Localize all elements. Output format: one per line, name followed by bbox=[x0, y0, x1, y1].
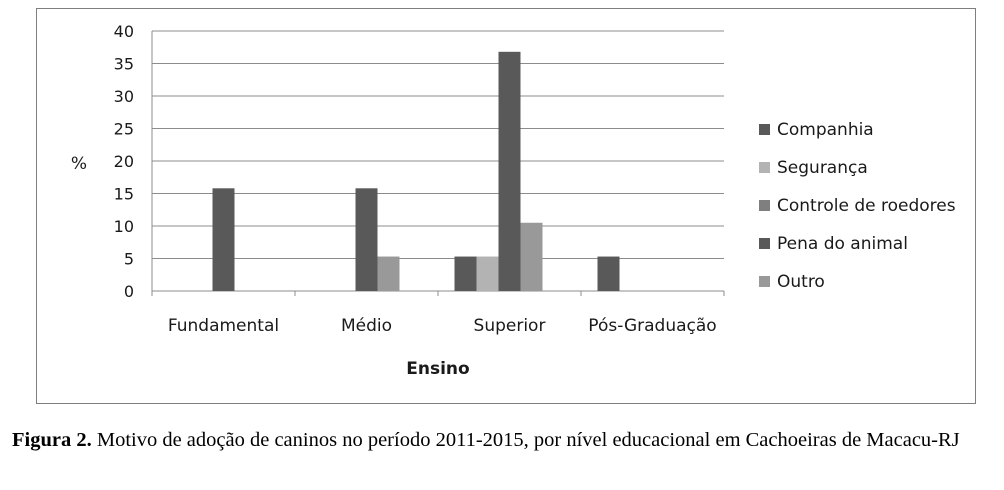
chart-frame: 0 5 10 15 20 25 30 35 40 Fundamental Médio Superio… bbox=[36, 8, 976, 404]
bars bbox=[212, 51, 620, 291]
legend-label: Companhia bbox=[777, 120, 874, 140]
x-axis-label: Ensino bbox=[406, 359, 469, 379]
legend-label: Outro bbox=[777, 272, 825, 292]
y-tick-label: 20 bbox=[114, 152, 134, 171]
bar-companhia-1 bbox=[355, 188, 378, 291]
gridlines bbox=[151, 30, 725, 296]
y-tick-label: 35 bbox=[114, 55, 134, 74]
y-tick-label: 40 bbox=[114, 22, 134, 41]
bar-chart: 0 5 10 15 20 25 30 35 40 Fundamental Médio Superio… bbox=[71, 22, 956, 379]
caption-label: Figura 2. bbox=[12, 429, 92, 451]
x-tick-label: Fundamental bbox=[168, 316, 279, 336]
legend-swatch bbox=[759, 162, 770, 173]
legend-label: Pena do animal bbox=[777, 234, 908, 254]
y-tick-label: 25 bbox=[114, 120, 134, 139]
legend-swatch bbox=[759, 276, 770, 287]
caption-text: Motivo de adoção de caninos no período 2… bbox=[91, 429, 960, 451]
y-tick-label: 0 bbox=[124, 282, 134, 301]
bar-segurança-2 bbox=[476, 256, 499, 291]
figure-caption: Figura 2. Motivo de adoção de caninos no… bbox=[12, 426, 967, 455]
legend-label: Controle de roedores bbox=[777, 196, 956, 216]
bar-pena-do-animal-2 bbox=[454, 256, 477, 291]
x-tick-label: Superior bbox=[474, 316, 546, 336]
legend-swatch bbox=[759, 238, 770, 249]
bar-companhia-0 bbox=[212, 188, 235, 291]
bar-companhia-2 bbox=[498, 51, 521, 291]
legend-label: Segurança bbox=[777, 158, 868, 178]
y-axis-ticks: 0 5 10 15 20 25 30 35 40 bbox=[114, 22, 134, 301]
x-tick-label: Pós-Graduação bbox=[588, 316, 716, 336]
y-axis-label: % bbox=[71, 154, 87, 174]
legend: Companhia Segurança Controle de roedores Pe… bbox=[759, 120, 956, 292]
bar-outro-2 bbox=[520, 222, 543, 291]
legend-swatch bbox=[759, 200, 770, 211]
x-axis-ticks: Fundamental Médio Superior Pós-Graduação bbox=[168, 316, 717, 336]
x-tick-label: Médio bbox=[341, 316, 392, 336]
y-tick-label: 30 bbox=[114, 87, 134, 106]
bar-outro-1 bbox=[377, 256, 400, 291]
y-tick-label: 5 bbox=[124, 250, 134, 269]
legend-swatch bbox=[759, 124, 770, 135]
y-tick-label: 10 bbox=[114, 217, 134, 236]
bar-pena-do-animal-3 bbox=[597, 256, 620, 291]
y-tick-label: 15 bbox=[114, 185, 134, 204]
